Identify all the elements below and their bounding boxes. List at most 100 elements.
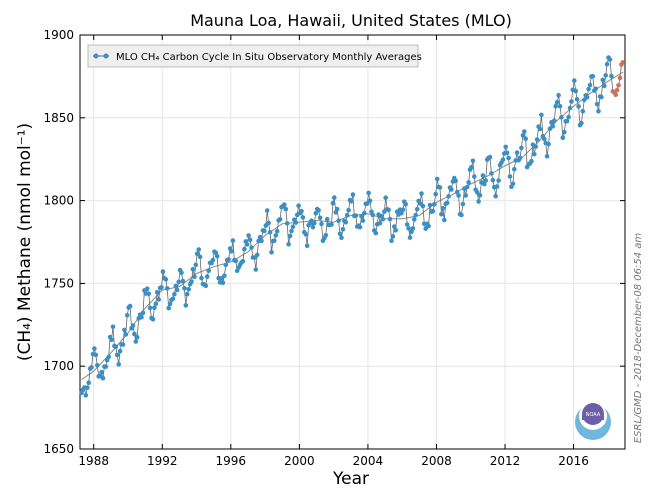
data-point: [380, 217, 386, 222]
data-point: [573, 88, 578, 94]
data-point: [240, 258, 246, 264]
data-point: [86, 380, 91, 386]
data-point: [329, 222, 334, 227]
data-point: [264, 208, 270, 213]
data-point: [340, 227, 346, 232]
data-point: [459, 212, 464, 218]
data-point: [123, 332, 129, 337]
data-point: [390, 234, 396, 239]
data-point: [193, 262, 199, 268]
data-point: [214, 253, 220, 259]
data-point: [427, 202, 433, 208]
data-point: [442, 217, 447, 223]
data-point: [312, 220, 317, 226]
data-point: [542, 136, 547, 142]
plot-frame: [79, 34, 626, 450]
data-point: [389, 238, 394, 243]
data-point: [366, 190, 371, 196]
data-point: [482, 181, 487, 187]
data-point: [507, 174, 513, 179]
legend-marker: [93, 53, 99, 59]
data-point: [316, 208, 321, 213]
data-point: [310, 224, 316, 230]
data-point: [529, 158, 534, 164]
data-point: [514, 150, 520, 155]
data-point: [203, 283, 209, 289]
data-point: [490, 177, 496, 183]
data-point: [313, 211, 319, 216]
data-point: [357, 224, 363, 230]
data-point: [393, 227, 399, 233]
y-tick-label: 1650: [43, 442, 74, 456]
data-point: [183, 303, 189, 308]
data-point: [85, 385, 90, 391]
data-point: [124, 312, 130, 318]
data-point: [512, 166, 517, 172]
data-point: [353, 213, 359, 218]
data-point: [192, 274, 197, 280]
y-tick-label: 1700: [43, 359, 74, 373]
data-point: [147, 305, 153, 311]
data-point: [160, 269, 166, 274]
x-axis-title: Year: [332, 469, 369, 489]
data-point: [246, 233, 251, 238]
data-point: [103, 364, 109, 369]
data-point: [134, 334, 140, 340]
data-point: [603, 73, 608, 78]
data-point: [587, 82, 593, 88]
data-point: [532, 151, 537, 157]
data-point: [122, 327, 127, 333]
data-point: [559, 115, 564, 120]
data-point: [553, 103, 558, 109]
data-point: [156, 297, 161, 302]
data-point: [286, 242, 291, 247]
data-point: [362, 210, 367, 216]
data-point: [349, 199, 354, 204]
data-point: [339, 235, 344, 241]
data-point: [334, 206, 340, 212]
data-point: [247, 237, 253, 243]
data-point: [544, 154, 550, 159]
x-tick-label: 1988: [78, 454, 109, 468]
preliminary-point: [613, 92, 618, 98]
data-point: [110, 324, 116, 330]
data-point: [444, 200, 450, 206]
data-point: [579, 120, 584, 126]
data-point: [489, 171, 494, 176]
data-point: [440, 206, 446, 211]
data-point: [602, 83, 607, 89]
data-point: [350, 192, 356, 197]
data-point: [323, 232, 329, 238]
data-point: [472, 174, 477, 179]
data-point: [163, 277, 169, 282]
data-point: [550, 123, 556, 129]
data-point: [560, 135, 566, 141]
data-point: [383, 195, 389, 200]
data-point: [92, 346, 97, 351]
data-point: [586, 86, 591, 92]
data-point: [557, 103, 563, 109]
y-tick-label: 1850: [43, 111, 74, 125]
data-point: [230, 238, 236, 243]
data-point: [477, 193, 483, 198]
data-point: [470, 158, 476, 164]
data-point: [229, 249, 234, 254]
data-point: [360, 218, 366, 223]
data-point: [337, 231, 343, 237]
data-point: [159, 285, 164, 290]
data-point: [282, 202, 287, 207]
data-point: [164, 286, 170, 291]
data-point: [272, 238, 277, 243]
data-point: [346, 207, 351, 213]
data-point: [206, 268, 211, 274]
data-point: [146, 291, 151, 297]
data-point: [600, 77, 606, 83]
data-point: [184, 291, 190, 297]
data-point: [117, 348, 123, 354]
data-point: [262, 228, 267, 234]
data-point: [609, 73, 614, 79]
preliminary-point: [614, 87, 620, 93]
y-tick-label: 1800: [43, 194, 74, 208]
data-point: [520, 133, 526, 138]
data-point: [359, 214, 364, 219]
